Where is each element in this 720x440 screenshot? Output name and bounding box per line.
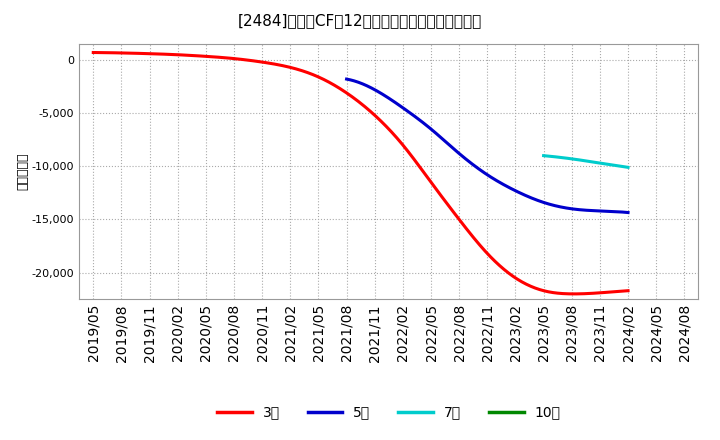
5年 [469,163,478,168]
5年 [392,101,401,106]
3年 [331,83,340,88]
3年 [624,288,632,293]
7年 [561,155,570,161]
Y-axis label: （百万円）: （百万円） [16,153,29,191]
7年 [603,161,611,167]
3年 [446,205,455,211]
3年 [404,149,413,154]
5年 [624,210,632,215]
3年 [184,53,192,58]
7年 [595,161,604,166]
5年 [415,117,423,122]
7年 [577,158,586,163]
5年 [530,197,539,202]
7年 [624,165,632,170]
7年 [554,154,563,160]
5年 [554,204,563,209]
3年 [492,260,500,265]
Line: 7年: 7年 [544,156,628,167]
Legend: 3年, 5年, 7年, 10年: 3年, 5年, 7年, 10年 [211,400,567,425]
5年 [342,77,351,82]
Line: 5年: 5年 [346,79,628,213]
3年 [570,291,579,297]
7年 [589,159,598,165]
3年 [89,50,98,55]
3年 [226,55,235,61]
Line: 3年: 3年 [94,52,628,294]
Text: [2484]　営業CFの12か月移動合計の平均値の推移: [2484] 営業CFの12か月移動合計の平均値の推移 [238,13,482,28]
5年 [508,187,517,192]
7年 [539,153,548,158]
